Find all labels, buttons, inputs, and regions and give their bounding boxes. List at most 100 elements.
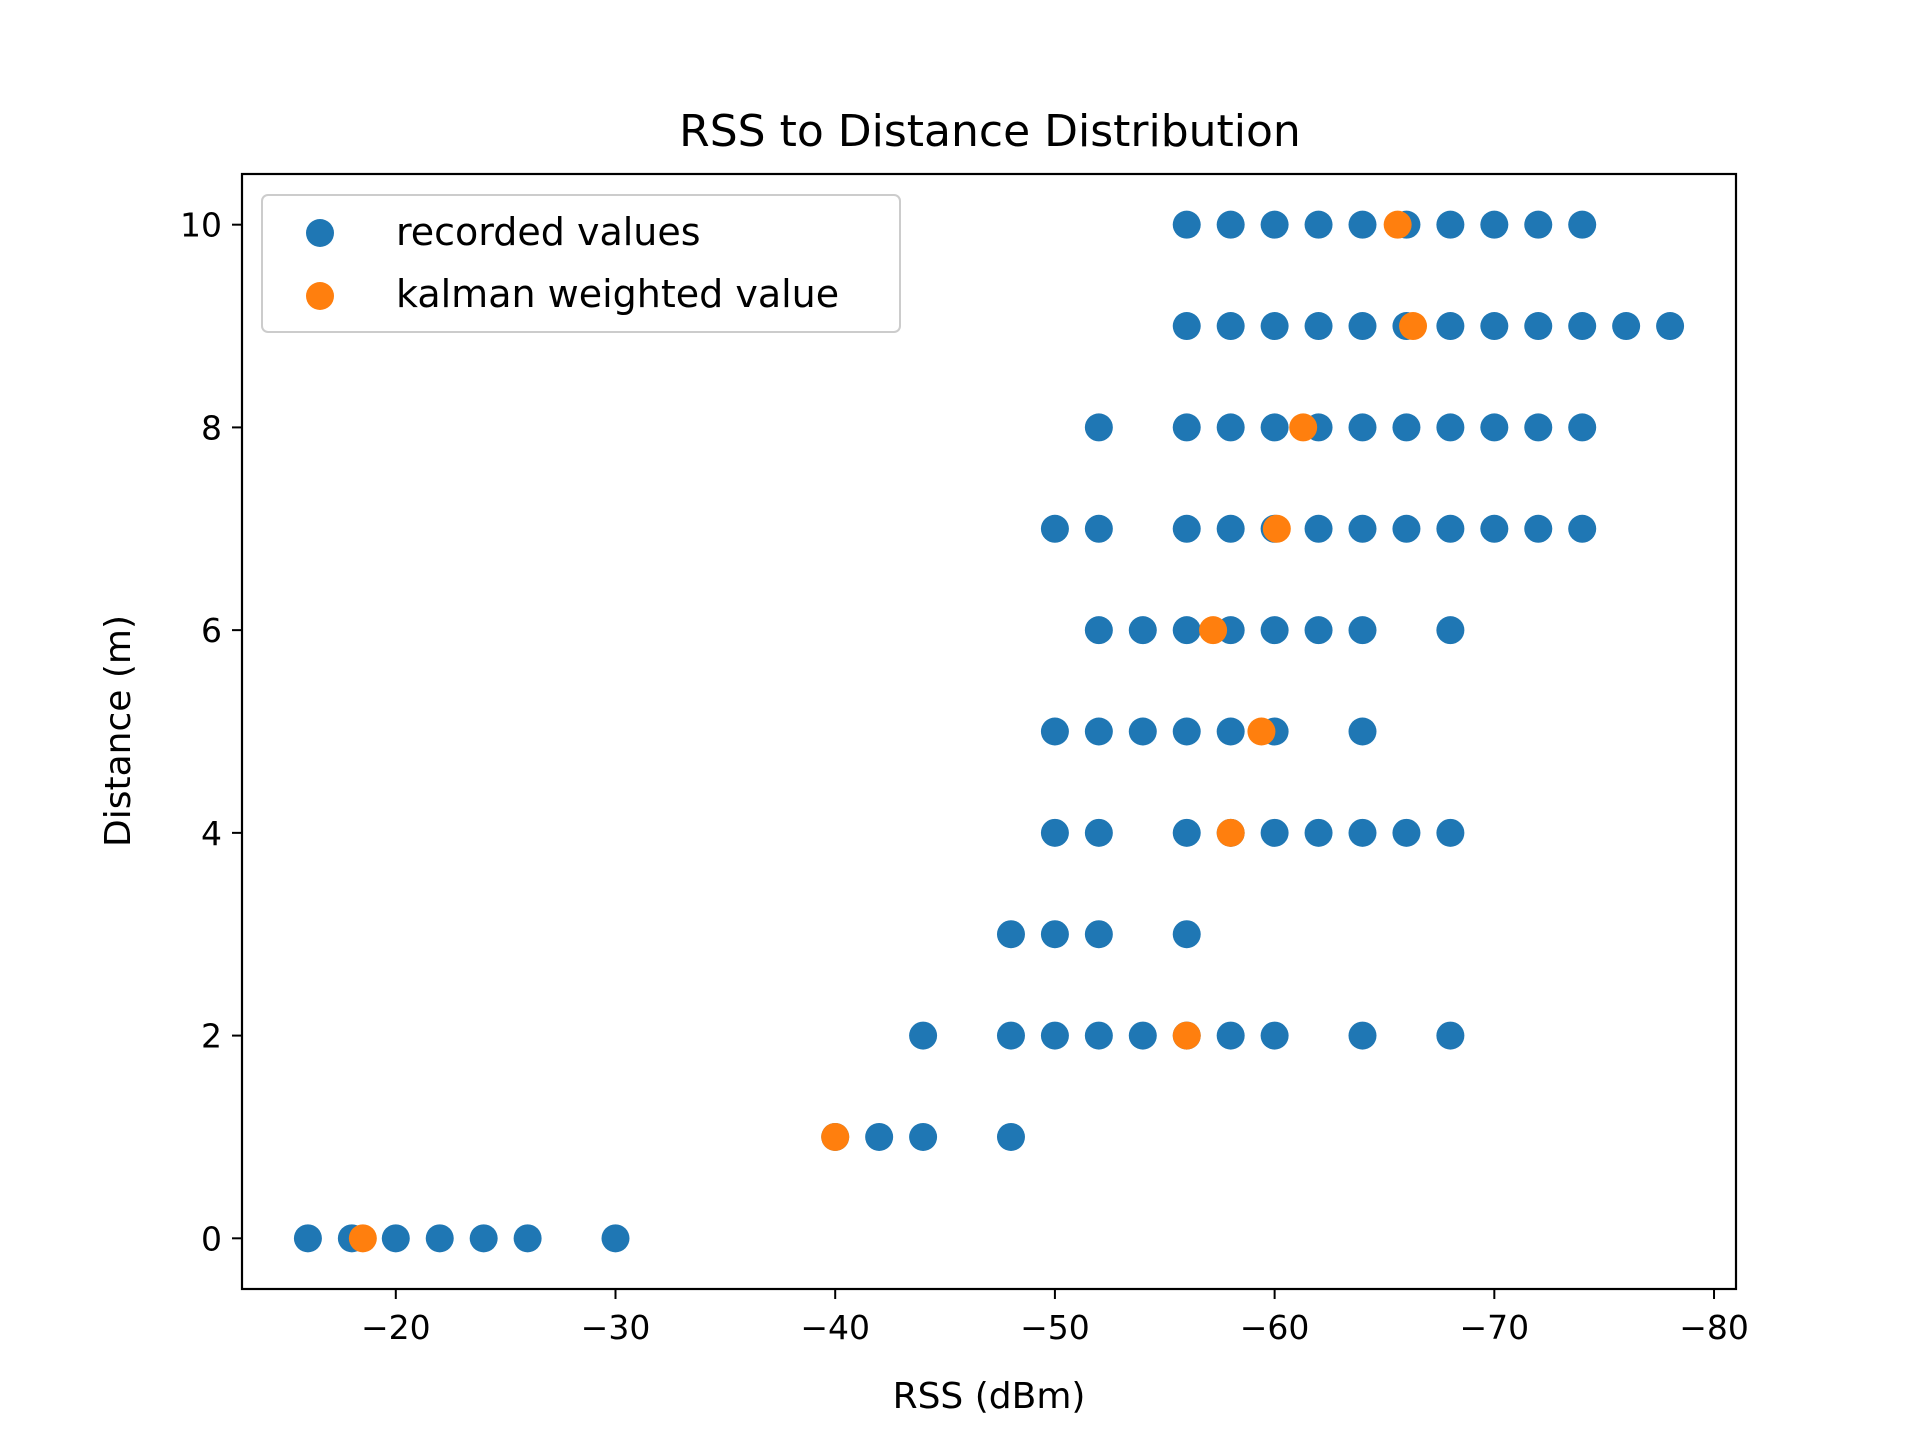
y-tick-label: 2 xyxy=(201,1017,222,1056)
recorded-point xyxy=(1612,312,1641,341)
kalman-point xyxy=(1383,210,1412,239)
x-tick-label: −50 xyxy=(1020,1308,1090,1347)
recorded-point xyxy=(1084,920,1113,949)
recorded-point xyxy=(1436,413,1465,442)
recorded-point xyxy=(1172,413,1201,442)
recorded-point xyxy=(1348,616,1377,645)
x-axis: −20 −30 −40 −50 −60 −70 −80 xyxy=(361,1289,1749,1347)
y-tick-label: 8 xyxy=(201,408,222,447)
recorded-point xyxy=(1260,1021,1289,1050)
x-tick-label: −70 xyxy=(1459,1308,1529,1347)
recorded-point xyxy=(1260,312,1289,341)
y-tick-label: 10 xyxy=(180,206,222,245)
recorded-point xyxy=(1568,312,1597,341)
recorded-point xyxy=(1128,616,1157,645)
recorded-point xyxy=(425,1224,454,1253)
x-axis-label: RSS (dBm) xyxy=(893,1376,1086,1417)
recorded-point xyxy=(1172,717,1201,746)
x-tick-label: −40 xyxy=(800,1308,870,1347)
recorded-point xyxy=(1436,1021,1465,1050)
recorded-point xyxy=(1348,514,1377,543)
recorded-point xyxy=(1304,616,1333,645)
legend: recorded values kalman weighted value xyxy=(261,194,901,333)
recorded-point xyxy=(909,1122,938,1151)
recorded-point xyxy=(865,1122,894,1151)
kalman-point xyxy=(348,1224,377,1253)
recorded-point xyxy=(1128,1021,1157,1050)
recorded-point xyxy=(1392,413,1421,442)
recorded-point xyxy=(1260,413,1289,442)
recorded-point xyxy=(1348,1021,1377,1050)
recorded-point xyxy=(1524,312,1553,341)
recorded-point xyxy=(996,1021,1025,1050)
kalman-point xyxy=(1289,413,1318,442)
y-axis: 0 2 4 6 8 10 xyxy=(180,206,242,1258)
legend-marker-recorded xyxy=(306,219,334,247)
legend-box xyxy=(261,194,901,333)
recorded-point xyxy=(1084,616,1113,645)
recorded-point xyxy=(1436,818,1465,847)
recorded-point xyxy=(1568,210,1597,239)
x-tick-label: −30 xyxy=(581,1308,651,1347)
x-tick-label: −20 xyxy=(361,1308,431,1347)
recorded-point xyxy=(996,920,1025,949)
recorded-point xyxy=(1348,210,1377,239)
recorded-point xyxy=(1304,210,1333,239)
recorded-point xyxy=(1656,312,1685,341)
legend-label-recorded: recorded values xyxy=(396,210,701,254)
recorded-point xyxy=(1348,413,1377,442)
recorded-point xyxy=(1568,413,1597,442)
recorded-point xyxy=(1304,818,1333,847)
recorded-point xyxy=(1436,312,1465,341)
recorded-point xyxy=(1084,1021,1113,1050)
kalman-weighted-series xyxy=(348,210,1428,1253)
recorded-point xyxy=(1216,514,1245,543)
legend-label-kalman: kalman weighted value xyxy=(396,272,839,316)
recorded-point xyxy=(1216,210,1245,239)
recorded-point xyxy=(1524,413,1553,442)
recorded-point xyxy=(293,1224,322,1253)
recorded-point xyxy=(1436,616,1465,645)
recorded-point xyxy=(1260,818,1289,847)
recorded-point xyxy=(1172,514,1201,543)
recorded-point xyxy=(1348,312,1377,341)
kalman-point xyxy=(1247,717,1276,746)
recorded-point xyxy=(1480,312,1509,341)
recorded-point xyxy=(1260,616,1289,645)
recorded-point xyxy=(996,1122,1025,1151)
plot-area xyxy=(242,174,1736,1289)
recorded-point xyxy=(513,1224,542,1253)
recorded-point xyxy=(1216,1021,1245,1050)
plot-frame xyxy=(240,172,1738,1291)
recorded-point xyxy=(1304,514,1333,543)
kalman-point xyxy=(1199,616,1228,645)
x-tick-label: −80 xyxy=(1679,1308,1749,1347)
y-tick-label: 0 xyxy=(201,1219,222,1258)
recorded-point xyxy=(1524,514,1553,543)
recorded-point xyxy=(1436,514,1465,543)
recorded-point xyxy=(1040,818,1069,847)
recorded-point xyxy=(469,1224,498,1253)
kalman-point xyxy=(1216,818,1245,847)
recorded-point xyxy=(1392,514,1421,543)
recorded-point xyxy=(1392,818,1421,847)
recorded-point xyxy=(381,1224,410,1253)
recorded-point xyxy=(1084,717,1113,746)
y-tick-label: 6 xyxy=(201,611,222,650)
recorded-point xyxy=(1216,413,1245,442)
x-tick-label: −60 xyxy=(1240,1308,1310,1347)
chart-title: RSS to Distance Distribution xyxy=(679,106,1301,157)
recorded-point xyxy=(1480,413,1509,442)
recorded-point xyxy=(1304,312,1333,341)
recorded-point xyxy=(1480,210,1509,239)
recorded-point xyxy=(1172,616,1201,645)
recorded-point xyxy=(1568,514,1597,543)
recorded-point xyxy=(1084,818,1113,847)
recorded-point xyxy=(1084,514,1113,543)
recorded-point xyxy=(1216,717,1245,746)
recorded-point xyxy=(1040,920,1069,949)
y-axis-label: Distance (m) xyxy=(98,615,139,847)
kalman-point xyxy=(1262,514,1291,543)
recorded-point xyxy=(1260,210,1289,239)
